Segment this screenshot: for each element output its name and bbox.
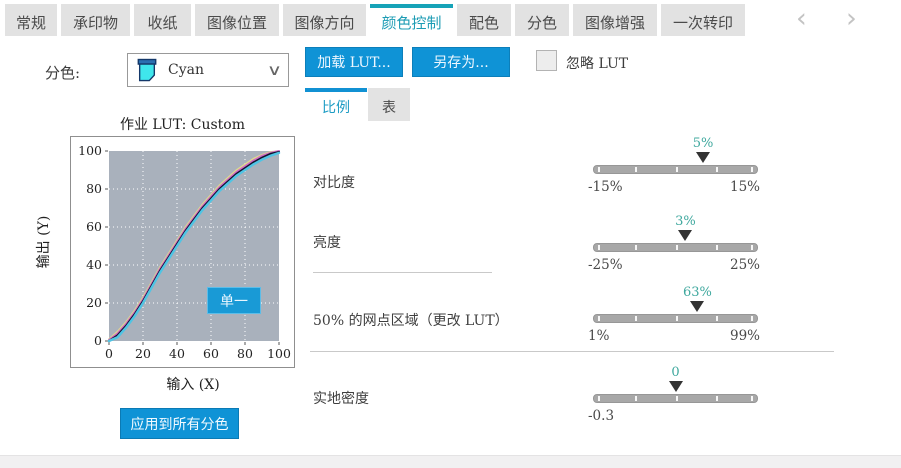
svg-text:20: 20 (135, 346, 151, 361)
bottom-strip (0, 455, 901, 468)
chevron-down-icon: ∨ (266, 61, 283, 79)
tab-image-orientation[interactable]: 图像方向 (283, 4, 366, 36)
dot-area-label: 50% 的网点区域（更改 LUT） (313, 313, 509, 329)
svg-text:80: 80 (86, 181, 102, 196)
brightness-slider: 3% -25% 25% (588, 214, 760, 274)
solid-density-slider-track[interactable] (593, 394, 758, 403)
slider-tick (675, 167, 678, 172)
slider-tick (751, 316, 753, 321)
dot-area-min-label: 1% (588, 328, 610, 344)
divider (310, 351, 834, 352)
slider-tick (598, 396, 600, 401)
svg-text:60: 60 (203, 346, 219, 361)
svg-text:100: 100 (78, 143, 102, 158)
svg-text:0: 0 (105, 346, 113, 361)
contrast-slider: 5% -15% 15% (588, 136, 760, 196)
ignore-lut-label: 忽略 LUT (566, 56, 629, 72)
ignore-lut-checkbox[interactable] (536, 50, 557, 71)
slider-tick (675, 396, 678, 401)
lut-plot: 0 20 40 60 80 100 0 20 40 60 80 100 (78, 143, 291, 361)
brightness-slider-thumb[interactable] (678, 230, 693, 241)
tab-scroll-right-icon[interactable]: › (846, 3, 857, 34)
dot-area-slider: 63% 1% 99% (588, 285, 760, 345)
tab-image-position[interactable]: 图像位置 (195, 4, 279, 36)
svg-text:20: 20 (86, 295, 102, 310)
tab-color-match[interactable]: 配色 (457, 4, 511, 36)
apply-all-separations-button[interactable]: 应用到所有分色 (120, 408, 239, 439)
tab-color-control[interactable]: 颜色控制 (370, 4, 453, 36)
separation-dropdown[interactable]: Cyan ∨ (127, 53, 289, 87)
contrast-slider-track[interactable] (593, 165, 758, 174)
brightness-slider-track[interactable] (593, 243, 758, 252)
brightness-label: 亮度 (313, 235, 341, 251)
solid-density-value: 0 (671, 365, 680, 380)
dot-area-value: 63% (682, 285, 712, 300)
contrast-slider-thumb[interactable] (696, 152, 711, 163)
slider-tick (598, 245, 600, 250)
slider-tick (751, 167, 753, 172)
chart-title: 作业 LUT: Custom (119, 117, 246, 133)
slider-tick (716, 245, 719, 250)
brightness-min-label: -25% (588, 257, 623, 273)
slider-tick (716, 316, 719, 321)
solid-density-slider-thumb[interactable] (668, 381, 683, 392)
tab-scale[interactable]: 比例 (305, 88, 367, 121)
brightness-max-label: 25% (729, 257, 760, 273)
slider-tick (598, 167, 600, 172)
dot-area-max-label: 99% (729, 328, 760, 344)
slider-tick (716, 396, 719, 401)
load-lut-button[interactable]: 加载 LUT... (305, 47, 403, 77)
x-axis-label: 输入 (X) (166, 377, 220, 393)
contrast-label: 对比度 (313, 175, 355, 191)
slider-tick (675, 245, 678, 250)
save-as-button[interactable]: 另存为... (412, 47, 510, 77)
svg-text:0: 0 (94, 333, 102, 348)
tab-paper-out[interactable]: 收纸 (134, 4, 191, 36)
slider-tick (634, 167, 637, 172)
tab-table[interactable]: 表 (368, 88, 410, 121)
slider-tick (598, 316, 600, 321)
lut-view-tabs: 比例 表 (305, 88, 410, 121)
solid-density-min-label: -0.3 (588, 408, 615, 424)
slider-tick (751, 396, 753, 401)
solid-density-slider: 0 -0.3 (588, 365, 758, 425)
slider-tick (675, 316, 678, 321)
contrast-max-label: 15% (729, 179, 760, 195)
divider (313, 272, 492, 273)
contrast-min-label: -15% (588, 179, 623, 195)
separation-label: 分色: (45, 64, 81, 82)
tab-scroll-left-icon[interactable]: ‹ (796, 3, 807, 34)
slider-tick (751, 245, 753, 250)
tab-general[interactable]: 常规 (5, 4, 57, 36)
brightness-value: 3% (675, 214, 696, 229)
svg-text:40: 40 (86, 257, 102, 272)
svg-text:40: 40 (169, 346, 185, 361)
dot-area-slider-track[interactable] (593, 314, 758, 323)
solid-density-label: 实地密度 (313, 391, 369, 407)
tab-media[interactable]: 承印物 (61, 4, 130, 36)
slider-tick (716, 167, 719, 172)
svg-text:80: 80 (237, 346, 253, 361)
svg-text:100: 100 (267, 346, 291, 361)
separation-selected-value: Cyan (168, 62, 204, 78)
slider-tick (634, 245, 637, 250)
tab-image-enhance[interactable]: 图像增强 (573, 4, 657, 36)
contrast-value: 5% (692, 136, 714, 151)
dot-area-slider-thumb[interactable] (690, 301, 705, 312)
svg-text:60: 60 (86, 219, 102, 234)
tab-one-transfer[interactable]: 一次转印 (661, 4, 745, 36)
main-tab-bar: 常规 承印物 收纸 图像位置 图像方向 颜色控制 配色 分色 图像增强 一次转印 (5, 4, 745, 36)
single-curve-button[interactable]: 单一 (207, 287, 261, 314)
tab-separation[interactable]: 分色 (515, 4, 569, 36)
slider-tick (634, 316, 637, 321)
ink-bottle-icon (136, 58, 158, 83)
y-axis-label: 输出 (Y) (36, 215, 52, 269)
slider-tick (634, 396, 637, 401)
lut-chart: 0 20 40 60 80 100 0 20 40 60 80 100 (70, 136, 295, 368)
